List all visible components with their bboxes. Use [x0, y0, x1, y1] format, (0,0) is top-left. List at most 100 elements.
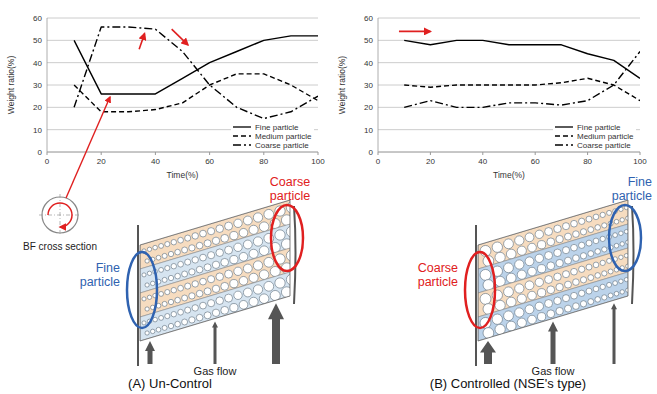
particle	[619, 255, 623, 259]
annotation-arrow	[139, 34, 144, 50]
grid-line	[47, 107, 318, 108]
particle	[156, 255, 161, 260]
particle	[593, 214, 599, 220]
particle	[600, 284, 605, 289]
particle	[253, 213, 262, 222]
particle	[249, 297, 258, 306]
particle	[234, 243, 242, 251]
x-axis-title: Time(%)	[167, 170, 199, 180]
particle	[204, 288, 211, 295]
chart: 0102030405060020406080100Time(%)Weight r…	[6, 14, 325, 180]
tick-mark	[155, 152, 156, 155]
particle	[595, 225, 601, 231]
particle	[580, 229, 586, 235]
tick-label: 20	[33, 103, 42, 112]
tick-label: 40	[478, 157, 487, 166]
particle	[554, 225, 561, 232]
particle	[562, 247, 569, 254]
grid-line	[47, 85, 318, 86]
particle	[535, 302, 543, 310]
particle	[204, 312, 211, 319]
particle	[571, 220, 578, 227]
legend-swatch	[555, 126, 573, 127]
particle	[162, 301, 167, 306]
particle	[249, 249, 258, 258]
gas-flow-arrow	[212, 322, 218, 365]
particle	[506, 249, 516, 259]
particle	[562, 223, 569, 230]
particle	[565, 233, 572, 240]
particle	[506, 321, 516, 331]
particle	[506, 297, 516, 307]
particle	[554, 297, 561, 304]
particle	[259, 270, 269, 280]
particle	[602, 271, 607, 276]
particle	[620, 218, 624, 222]
particle	[147, 295, 151, 299]
tick-label: 20	[426, 157, 435, 166]
particle	[619, 231, 623, 235]
particle	[565, 305, 572, 312]
series-line	[74, 27, 318, 119]
gas-flow-arrow	[480, 341, 496, 364]
tick-label: 100	[311, 157, 325, 166]
grid-line	[378, 62, 640, 63]
particle	[608, 269, 613, 274]
particle	[153, 245, 158, 250]
particle	[189, 269, 195, 275]
highlight-ellipse	[271, 205, 303, 271]
particle	[196, 290, 203, 297]
particle	[281, 215, 292, 226]
series-line	[74, 74, 318, 112]
tick-label: 50	[33, 36, 42, 45]
tick-mark	[263, 152, 264, 155]
legend-label: Coarse particle	[255, 141, 309, 150]
particle	[212, 309, 219, 316]
particle	[504, 311, 514, 321]
particle	[607, 258, 612, 263]
tick-mark	[209, 152, 210, 155]
particle	[275, 230, 285, 240]
particle	[614, 291, 619, 296]
tick-label: 40	[151, 157, 160, 166]
particle	[495, 252, 505, 262]
particle	[515, 260, 524, 269]
particle	[525, 233, 534, 242]
tick-label: 100	[633, 157, 647, 166]
series-group	[404, 40, 640, 107]
grid-line	[378, 107, 640, 108]
particle	[259, 222, 269, 232]
particle	[593, 262, 599, 268]
tick-label: 0	[369, 148, 374, 157]
particle	[600, 236, 605, 241]
particle	[579, 242, 585, 248]
tick-mark	[47, 152, 48, 155]
particle	[239, 300, 248, 309]
particle	[492, 314, 502, 324]
particle	[545, 276, 553, 284]
particle	[535, 254, 543, 262]
particle	[528, 267, 537, 276]
annotation-arrow	[172, 29, 188, 45]
particle	[537, 241, 545, 249]
particle	[595, 297, 601, 303]
particle	[607, 210, 612, 215]
particle	[504, 287, 514, 297]
particle	[178, 237, 184, 243]
particle	[192, 257, 198, 263]
particle	[547, 262, 555, 270]
particle	[145, 307, 149, 311]
particle	[168, 299, 173, 304]
particle	[168, 275, 173, 280]
particle	[175, 249, 181, 255]
particle	[537, 289, 545, 297]
particle	[182, 319, 188, 325]
particle	[192, 281, 198, 287]
particle	[525, 281, 534, 290]
wall	[137, 225, 139, 366]
particle	[579, 290, 585, 296]
tick-mark	[101, 152, 102, 155]
legend-swatch	[233, 135, 251, 136]
particle	[571, 244, 578, 251]
particle	[239, 276, 248, 285]
